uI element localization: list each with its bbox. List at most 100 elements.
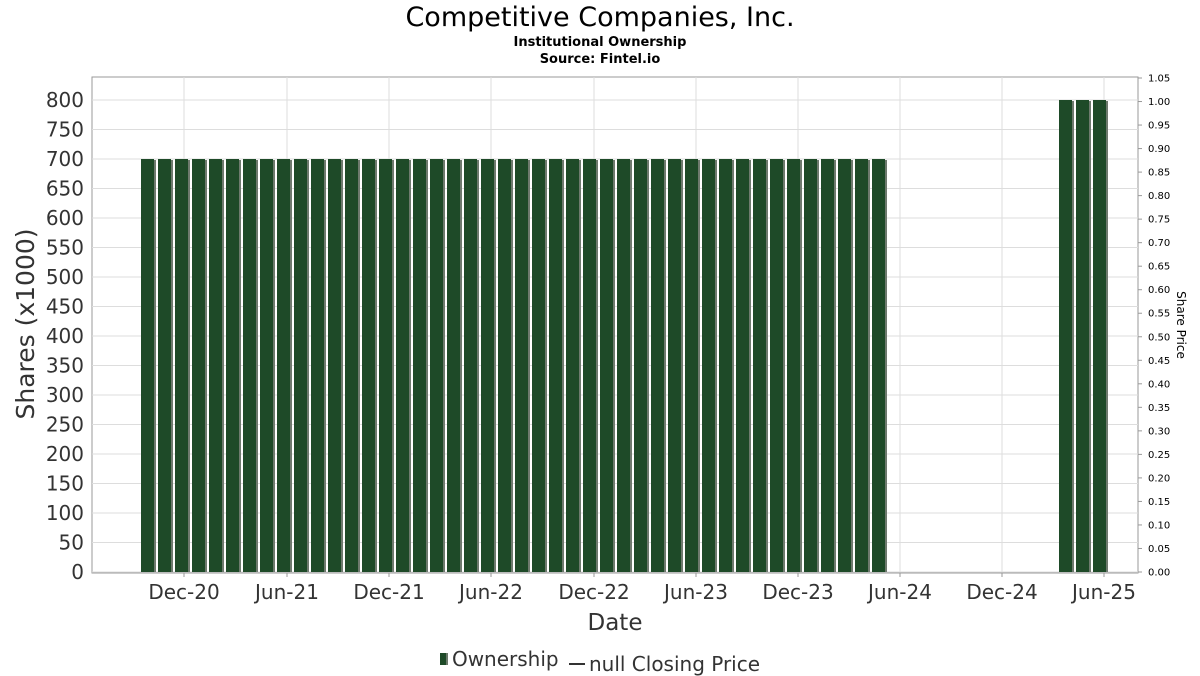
y-tick-label: 600 (46, 206, 84, 230)
ownership-bar (362, 159, 375, 572)
x-tick-label: Jun-24 (866, 580, 932, 604)
ownership-bar (872, 159, 885, 572)
ownership-bar (736, 159, 749, 572)
y2-tick-label: 0.40 (1148, 379, 1170, 390)
ownership-bar (821, 159, 834, 572)
ownership-bar (498, 159, 511, 572)
ownership-bar (1076, 100, 1089, 572)
ownership-bar (838, 159, 851, 572)
y2-tick-label: 0.00 (1148, 568, 1170, 579)
ownership-bar (685, 159, 698, 572)
y2-tick-label: 0.70 (1148, 238, 1170, 249)
ownership-bar (617, 159, 630, 572)
y2-tick-label: 0.45 (1148, 356, 1170, 367)
ownership-bar (1093, 100, 1106, 572)
ownership-bar (141, 159, 154, 572)
ownership-bar (447, 159, 460, 572)
y2-tick-label: 0.30 (1148, 426, 1170, 437)
y2-tick-label: 0.75 (1148, 215, 1170, 226)
y2-tick-label: 0.05 (1148, 544, 1170, 555)
legend-item-ownership[interactable]: Ownership (439, 647, 559, 671)
ownership-bar (855, 159, 868, 572)
ownership-bar (549, 159, 562, 572)
y2-tick-label: 0.35 (1148, 403, 1170, 414)
ownership-bar (294, 159, 307, 572)
y2-tick-label: 0.80 (1148, 191, 1170, 202)
y2-tick-label: 0.95 (1148, 121, 1170, 132)
x-tick-label: Dec-20 (148, 580, 219, 604)
ownership-bar (243, 159, 256, 572)
y-tick-label: 750 (46, 118, 84, 142)
ownership-bar (311, 159, 324, 572)
ownership-bar (192, 159, 205, 572)
ownership-bar (209, 159, 222, 572)
ownership-bar (702, 159, 715, 572)
y-tick-label: 150 (46, 472, 84, 496)
ownership-bar (804, 159, 817, 572)
y-tick-label: 450 (46, 295, 84, 319)
ownership-bar (481, 159, 494, 572)
legend-label-price: null Closing Price (588, 652, 761, 676)
y2-tick-label: 0.25 (1148, 450, 1170, 461)
y2-tick-label: 0.50 (1148, 332, 1170, 343)
ownership-bar (566, 159, 579, 572)
ownership-bar (532, 159, 545, 572)
ownership-bar (1059, 100, 1072, 572)
y2-tick-label: 0.60 (1148, 285, 1170, 296)
y2-tick-label: 0.15 (1148, 497, 1170, 508)
x-tick-label: Jun-22 (457, 580, 523, 604)
ownership-bar (583, 159, 596, 572)
y-tick-label: 550 (46, 236, 84, 260)
y-tick-label: 500 (46, 265, 84, 289)
y2-tick-label: 1.00 (1148, 97, 1170, 108)
y2-tick-label: 0.85 (1148, 168, 1170, 179)
y-tick-label: 50 (59, 531, 84, 555)
y-axis-title: Shares (x1000) (11, 228, 40, 419)
y-tick-label: 200 (46, 442, 84, 466)
y-tick-label: 300 (46, 383, 84, 407)
ownership-bar (328, 159, 341, 572)
ownership-bar (515, 159, 528, 572)
chart-legend: Ownership null Closing Price (0, 646, 1200, 676)
ownership-bar (719, 159, 732, 572)
y-tick-label: 800 (46, 88, 84, 112)
ownership-bar (345, 159, 358, 572)
y2-tick-label: 0.65 (1148, 262, 1170, 273)
ownership-bar (226, 159, 239, 572)
ownership-bar (634, 159, 647, 572)
y2-tick-label: 1.05 (1148, 74, 1170, 85)
ownership-bar (600, 159, 613, 572)
ownership-bar (413, 159, 426, 572)
ownership-bar (158, 159, 171, 572)
y-tick-label: 700 (46, 147, 84, 171)
y2-tick-label: 0.10 (1148, 520, 1170, 531)
y-tick-label: 650 (46, 177, 84, 201)
y-tick-label: 100 (46, 501, 84, 525)
ownership-bar (396, 159, 409, 572)
ownership-swatch-icon (439, 653, 448, 665)
y-tick-label: 0 (71, 560, 84, 584)
chart-title: Competitive Companies, Inc. (405, 2, 795, 33)
x-tick-label: Dec-24 (966, 580, 1037, 604)
y2-tick-label: 0.55 (1148, 309, 1170, 320)
legend-item-price[interactable]: null Closing Price (568, 652, 761, 676)
ownership-bar (787, 159, 800, 572)
ownership-bar (651, 159, 664, 572)
legend-label-ownership: Ownership (451, 647, 559, 671)
x-tick-label: Jun-23 (662, 580, 728, 604)
price-line-icon (568, 663, 585, 665)
ownership-bar (379, 159, 392, 572)
ownership-bar (464, 159, 477, 572)
y-tick-label: 400 (46, 324, 84, 348)
x-tick-label: Dec-22 (558, 580, 629, 604)
y-tick-label: 350 (46, 354, 84, 378)
ownership-bar (430, 159, 443, 572)
ownership-bar (668, 159, 681, 572)
x-tick-label: Jun-25 (1070, 580, 1136, 604)
x-tick-label: Dec-23 (762, 580, 833, 604)
ownership-bar (753, 159, 766, 572)
ownership-bar (770, 159, 783, 572)
ownership-bar (277, 159, 290, 572)
y2-tick-label: 0.20 (1148, 473, 1170, 484)
